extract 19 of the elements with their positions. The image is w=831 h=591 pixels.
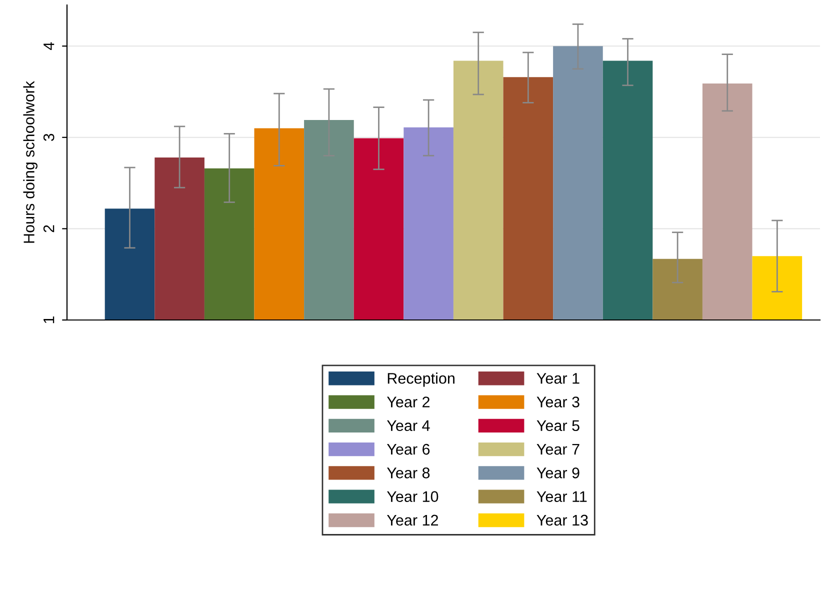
y-tick-label: 1 <box>44 316 54 324</box>
y-axis-title: Hours doing schoolwork <box>23 80 38 243</box>
legend-label: Year 3 <box>536 396 580 408</box>
y-tick-label: 4 <box>44 42 54 50</box>
y-tick-label: 2 <box>43 225 54 232</box>
legend-label: Year 2 <box>386 396 430 408</box>
legend-label: Year 7 <box>536 444 580 455</box>
legend-label: Year 8 <box>386 468 430 478</box>
legend-label: Year 13 <box>536 514 588 526</box>
legend-label: Year 10 <box>386 491 438 502</box>
legend-label: Year 6 <box>386 444 430 455</box>
y-tick-label: 3 <box>43 134 54 142</box>
legend-label: Year 4 <box>386 420 430 432</box>
legend-label: Year 9 <box>536 468 580 478</box>
legend-label: Reception <box>388 372 454 387</box>
legend-label: Year 12 <box>386 514 438 526</box>
legend-label: Year 1 <box>536 373 580 384</box>
legend-label: Year 5 <box>536 420 580 432</box>
legend-label: Year 11 <box>536 491 587 502</box>
